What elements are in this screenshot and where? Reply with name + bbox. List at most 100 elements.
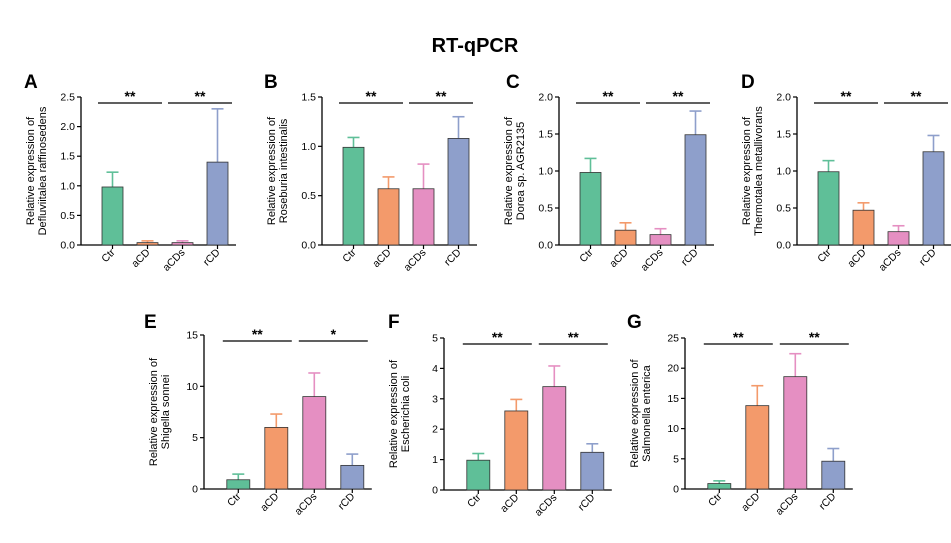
bar-f-acd — [504, 410, 529, 491]
y-tick-label-a: 1.0 — [60, 180, 75, 192]
y-axis-label-f: Relative expression of — [388, 359, 400, 468]
x-tick-label-c-acds: aCDs — [639, 247, 666, 274]
x-tick-label-f-acd: aCD — [498, 491, 522, 515]
significance-label-a-0: ** — [125, 88, 136, 104]
y-tick-label-c: 1.5 — [538, 129, 553, 141]
bar-c-rcd — [684, 134, 707, 246]
y-tick-label-f: 1 — [432, 454, 438, 466]
bar-b-acd — [377, 188, 400, 246]
panel-label-g: G — [627, 312, 642, 333]
x-tick-label-a-acd: aCD — [129, 246, 153, 270]
y-tick-label-f: 5 — [432, 333, 438, 345]
bar-a-acds — [171, 242, 194, 246]
bar-e-ctr — [226, 479, 251, 490]
y-axis-label-c: Dorea sp. AGR2135 — [515, 122, 527, 220]
panel-label-e: E — [144, 312, 157, 333]
significance-label-b-0: ** — [366, 88, 377, 104]
bar-b-ctr — [342, 146, 365, 246]
bar-c-ctr — [579, 172, 602, 246]
y-tick-label-c: 0.0 — [538, 240, 553, 252]
bar-g-acds — [783, 376, 808, 490]
y-tick-label-a: 1.5 — [60, 151, 75, 163]
y-tick-label-e: 15 — [186, 330, 198, 342]
x-tick-label-d-rcd: rCD — [917, 246, 939, 268]
y-tick-label-d: 0.5 — [776, 203, 791, 215]
x-tick-label-g-acd: aCD — [739, 490, 763, 514]
y-tick-label-g: 10 — [667, 423, 679, 435]
y-tick-label-c: 2.0 — [538, 92, 553, 104]
bar-a-ctr — [101, 186, 124, 246]
significance-label-f-1: ** — [568, 329, 579, 345]
bar-g-acd — [745, 405, 770, 490]
y-tick-label-g: 15 — [667, 393, 679, 405]
bar-g-rcd — [821, 460, 846, 490]
panel-label-d: D — [741, 72, 755, 93]
y-tick-label-d: 0.0 — [776, 240, 791, 252]
y-axis-label-e: Relative expression of — [148, 357, 160, 466]
significance-label-a-1: ** — [195, 88, 206, 104]
y-tick-label-d: 1.5 — [776, 129, 791, 141]
x-tick-label-c-acd: aCD — [607, 246, 631, 270]
x-tick-label-c-ctr: Ctr — [577, 246, 596, 265]
bar-d-acd — [852, 209, 875, 246]
y-tick-label-f: 2 — [432, 424, 438, 436]
x-tick-label-c-rcd: rCD — [679, 246, 701, 268]
x-tick-label-b-acd: aCD — [370, 246, 394, 270]
x-tick-label-g-rcd: rCD — [817, 490, 839, 512]
significance-label-e-1: * — [331, 326, 337, 342]
bar-c-acd — [614, 229, 637, 246]
x-tick-label-e-acds: aCDs — [292, 491, 319, 518]
y-tick-label-e: 5 — [192, 432, 198, 444]
y-tick-label-g: 20 — [667, 363, 679, 375]
y-axis-label-e: Shigella sonnei — [160, 375, 172, 450]
x-tick-label-f-acds: aCDs — [532, 492, 559, 519]
x-tick-label-g-acds: aCDs — [773, 491, 800, 518]
significance-label-d-0: ** — [841, 88, 852, 104]
bar-b-acds — [412, 188, 435, 246]
x-tick-label-d-ctr: Ctr — [815, 246, 834, 265]
bar-g-ctr — [707, 483, 732, 490]
y-tick-label-b: 0.0 — [301, 240, 316, 252]
y-tick-label-g: 25 — [667, 333, 679, 345]
significance-label-d-1: ** — [911, 88, 922, 104]
y-tick-label-g: 0 — [673, 484, 679, 496]
panel-label-c: C — [506, 72, 520, 93]
y-axis-label-c: Relative expression of — [503, 116, 515, 225]
y-tick-label-e: 0 — [192, 484, 198, 496]
y-tick-label-d: 1.0 — [776, 166, 791, 178]
y-tick-label-a: 2.5 — [60, 92, 75, 104]
y-tick-label-b: 0.5 — [301, 190, 316, 202]
x-tick-label-f-ctr: Ctr — [465, 491, 484, 510]
x-tick-label-b-rcd: rCD — [442, 246, 464, 268]
significance-label-g-0: ** — [733, 329, 744, 345]
bar-b-rcd — [447, 138, 470, 246]
x-tick-label-d-acds: aCDs — [877, 247, 904, 274]
bar-d-ctr — [817, 171, 840, 246]
bar-e-acds — [302, 396, 327, 490]
significance-label-f-0: ** — [492, 329, 503, 345]
y-tick-label-f: 4 — [432, 363, 438, 375]
significance-label-e-0: ** — [252, 326, 263, 342]
x-tick-label-e-acd: aCD — [258, 490, 282, 514]
x-tick-label-a-acds: aCDs — [161, 247, 188, 274]
significance-label-c-0: ** — [603, 88, 614, 104]
bar-d-acds — [887, 231, 910, 246]
bar-d-rcd — [922, 151, 945, 246]
bar-f-ctr — [466, 459, 491, 491]
y-tick-label-b: 1.5 — [301, 92, 316, 104]
y-tick-label-d: 2.0 — [776, 92, 791, 104]
y-axis-label-d: Relative expression of — [741, 116, 753, 225]
y-tick-label-a: 2.0 — [60, 121, 75, 133]
significance-label-b-1: ** — [436, 88, 447, 104]
panel-label-f: F — [388, 312, 400, 333]
significance-label-c-1: ** — [673, 88, 684, 104]
bar-e-acd — [264, 426, 289, 490]
x-tick-label-a-ctr: Ctr — [99, 246, 118, 265]
x-tick-label-a-rcd: rCD — [201, 246, 223, 268]
x-tick-label-d-acd: aCD — [845, 246, 869, 270]
x-tick-label-e-ctr: Ctr — [225, 490, 244, 509]
panel-label-b: B — [264, 72, 278, 93]
y-axis-label-b: Roseburia intestinalis — [278, 118, 290, 223]
y-tick-label-g: 5 — [673, 453, 679, 465]
